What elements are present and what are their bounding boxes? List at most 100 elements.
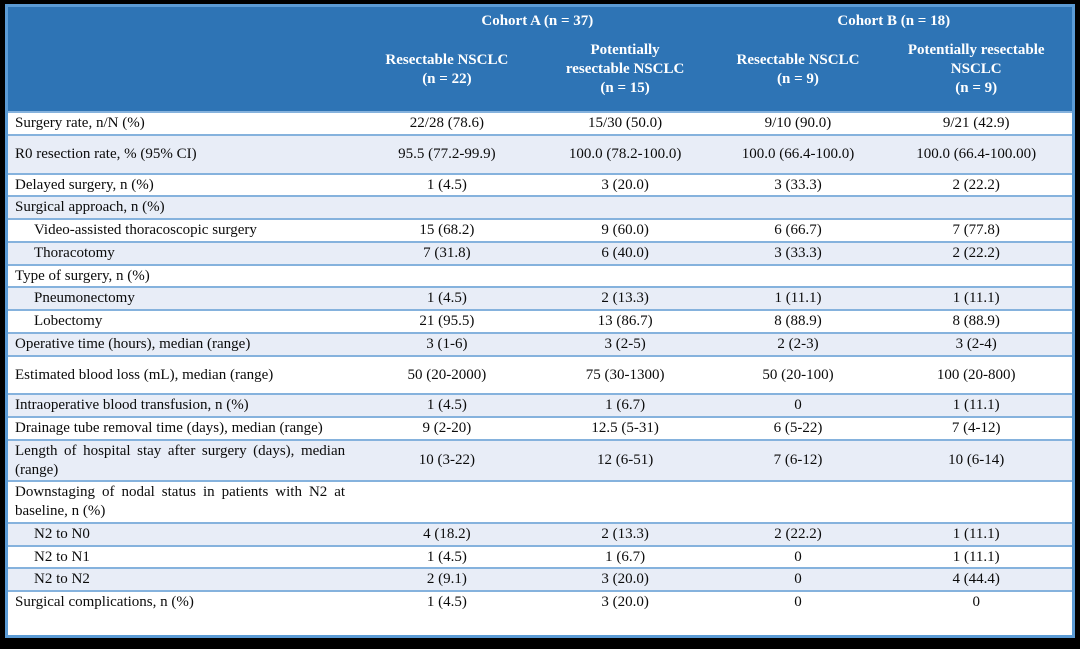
value-cell: 9 (60.0) — [601, 222, 649, 238]
value-cell: 4 (44.4) — [952, 571, 1000, 588]
value-cell: 0 — [794, 571, 802, 588]
value-cell: 50 (20-2000) — [407, 366, 487, 383]
value-cell: 9/10 (90.0) — [764, 115, 832, 131]
value-cell: 1 (4.5) — [426, 397, 467, 414]
value-cell: 1 (11.1) — [952, 290, 1000, 307]
value-cell: 7 (4-12) — [951, 420, 1001, 436]
value-cell: 6 (40.0) — [601, 244, 649, 261]
header-stub-cell — [8, 30, 359, 32]
value-cell — [880, 501, 1072, 503]
value-cell: 7 (77.8) — [952, 222, 1000, 238]
value-cell: 2 (2-3) — [777, 335, 819, 352]
table-row: R0 resection rate, % (95% CI) 95.5 (77.2-… — [8, 133, 1072, 173]
table-row: Video-assisted thoracoscopic surgery 15 (… — [8, 218, 1072, 241]
value-cell: 3 (33.3) — [774, 176, 822, 193]
value-cell: 100.0 (66.4-100.00) — [916, 145, 1037, 162]
table-row: Operative time (hours), median (range) 3 … — [8, 331, 1072, 355]
column-header-potentially-resectable-a: Potentially resectable NSCLC (n = 15) — [565, 42, 685, 96]
row-label: Lobectomy — [34, 313, 103, 329]
value-cell: 15 (68.2) — [419, 222, 475, 238]
value-cell: 3 (2-5) — [604, 335, 646, 352]
table-row: Lobectomy 21 (95.5) 13 (86.7) 8 (88.9) 8 (88… — [8, 309, 1072, 332]
header-stub-cell — [8, 69, 359, 71]
value-cell: 3 (20.0) — [601, 571, 649, 588]
value-cell: 0 — [794, 397, 802, 414]
row-label: Video-assisted thoracoscopic surgery — [34, 222, 257, 238]
table-row: N2 to N2 2 (9.1) 3 (20.0) 0 4 (44.4) — [8, 567, 1072, 590]
value-cell — [716, 207, 881, 209]
value-cell: 3 (20.0) — [601, 594, 649, 610]
value-cell: 0 — [794, 594, 802, 610]
value-cell: 2 (22.2) — [952, 176, 1000, 193]
value-cell: 50 (20-100) — [762, 366, 834, 383]
value-cell: 3 (2-4) — [955, 335, 997, 352]
table-row: Length of hospital stay after surgery (d… — [8, 438, 1072, 481]
value-cell: 10 (6-14) — [948, 452, 1005, 469]
section-header-row: Type of surgery, n (%) — [8, 263, 1072, 287]
section-header-row: Surgical approach, n (%) — [8, 195, 1072, 218]
row-label: Type of surgery, n (%) — [15, 267, 150, 284]
row-label: Estimated blood loss (mL), median (range… — [15, 366, 274, 383]
value-cell — [359, 207, 535, 209]
table-row: Delayed surgery, n (%) 1 (4.5) 3 (20.0) 3 (… — [8, 172, 1072, 196]
cohort-header-row: Cohort A (n = 37) Cohort B (n = 18) — [8, 7, 1072, 32]
row-label: Surgical complications, n (%) — [15, 594, 194, 610]
value-cell: 15/30 (50.0) — [588, 115, 663, 131]
column-header-resectable-a: Resectable NSCLC (n = 22) — [385, 51, 509, 87]
value-cell: 75 (30-1300) — [585, 366, 665, 383]
row-label: Downstaging of nodal status in patients … — [15, 484, 346, 519]
value-cell: 100.0 (78.2-100.0) — [568, 145, 682, 162]
table-row: Estimated blood loss (mL), median (range… — [8, 354, 1072, 394]
column-header-row: Resectable NSCLC (n = 22) Potentially re… — [8, 32, 1072, 111]
value-cell: 1 (4.5) — [426, 290, 467, 307]
table-row: Surgery rate, n/N (%) 22/28 (78.6) 15/30 (… — [8, 111, 1072, 134]
value-cell — [359, 501, 535, 503]
column-header-potentially-resectable-b: Potentially resectable NSCLC (n = 9) — [907, 42, 1045, 96]
value-cell: 8 (88.9) — [774, 313, 822, 329]
value-cell: 13 (86.7) — [597, 313, 653, 329]
table-header: Cohort A (n = 37) Cohort B (n = 18) Rese… — [8, 7, 1072, 111]
value-cell: 3 (1-6) — [426, 335, 468, 352]
value-cell: 6 (5-22) — [773, 420, 823, 436]
table-row: Surgical complications, n (%) 1 (4.5) 3 (2… — [8, 590, 1072, 613]
table-row: Drainage tube removal time (days), media… — [8, 416, 1072, 439]
value-cell — [880, 207, 1072, 209]
row-label: R0 resection rate, % (95% CI) — [15, 145, 197, 162]
table-row: Thoracotomy 7 (31.8) 6 (40.0) 3 (33.3) 2 (22… — [8, 240, 1072, 264]
value-cell: 9/21 (42.9) — [942, 115, 1010, 131]
value-cell: 0 — [972, 594, 980, 610]
value-cell: 1 (6.7) — [605, 548, 646, 565]
table-body: Surgery rate, n/N (%) 22/28 (78.6) 15/30 (… — [8, 111, 1072, 635]
row-label: Surgical approach, n (%) — [15, 199, 165, 216]
table-row: N2 to N1 1 (4.5) 1 (6.7) 0 1 (11.1) — [8, 544, 1072, 568]
value-cell — [880, 275, 1072, 277]
row-label: N2 to N0 — [34, 525, 90, 542]
value-cell: 7 (31.8) — [423, 244, 471, 261]
value-cell — [535, 207, 716, 209]
value-cell: 2 (22.2) — [952, 244, 1000, 261]
value-cell: 21 (95.5) — [419, 313, 475, 329]
table-row: Pneumonectomy 1 (4.5) 2 (13.3) 1 (11.1) 1 (1… — [8, 286, 1072, 309]
row-label: Surgery rate, n/N (%) — [15, 115, 145, 131]
value-cell — [716, 275, 881, 277]
row-label: Delayed surgery, n (%) — [15, 176, 154, 193]
value-cell: 1 (11.1) — [952, 548, 1000, 565]
value-cell: 1 (4.5) — [426, 594, 467, 610]
value-cell: 1 (6.7) — [605, 397, 646, 414]
row-label: Pneumonectomy — [34, 290, 135, 307]
section-header-row: Downstaging of nodal status in patients … — [8, 480, 1072, 522]
value-cell: 3 (20.0) — [601, 176, 649, 193]
row-label: Thoracotomy — [34, 244, 115, 261]
value-cell: 0 — [794, 548, 802, 565]
row-label: Drainage tube removal time (days), media… — [15, 420, 323, 436]
row-label: N2 to N1 — [34, 548, 90, 565]
row-label: Operative time (hours), median (range) — [15, 335, 251, 352]
value-cell: 1 (11.1) — [952, 525, 1000, 542]
value-cell — [716, 501, 881, 503]
table-row: Intraoperative blood transfusion, n (%) 1… — [8, 393, 1072, 416]
value-cell: 1 (4.5) — [426, 548, 467, 565]
surgery-outcomes-table: Cohort A (n = 37) Cohort B (n = 18) Rese… — [5, 4, 1075, 638]
value-cell: 2 (13.3) — [601, 525, 649, 542]
value-cell: 9 (2-20) — [422, 420, 472, 436]
